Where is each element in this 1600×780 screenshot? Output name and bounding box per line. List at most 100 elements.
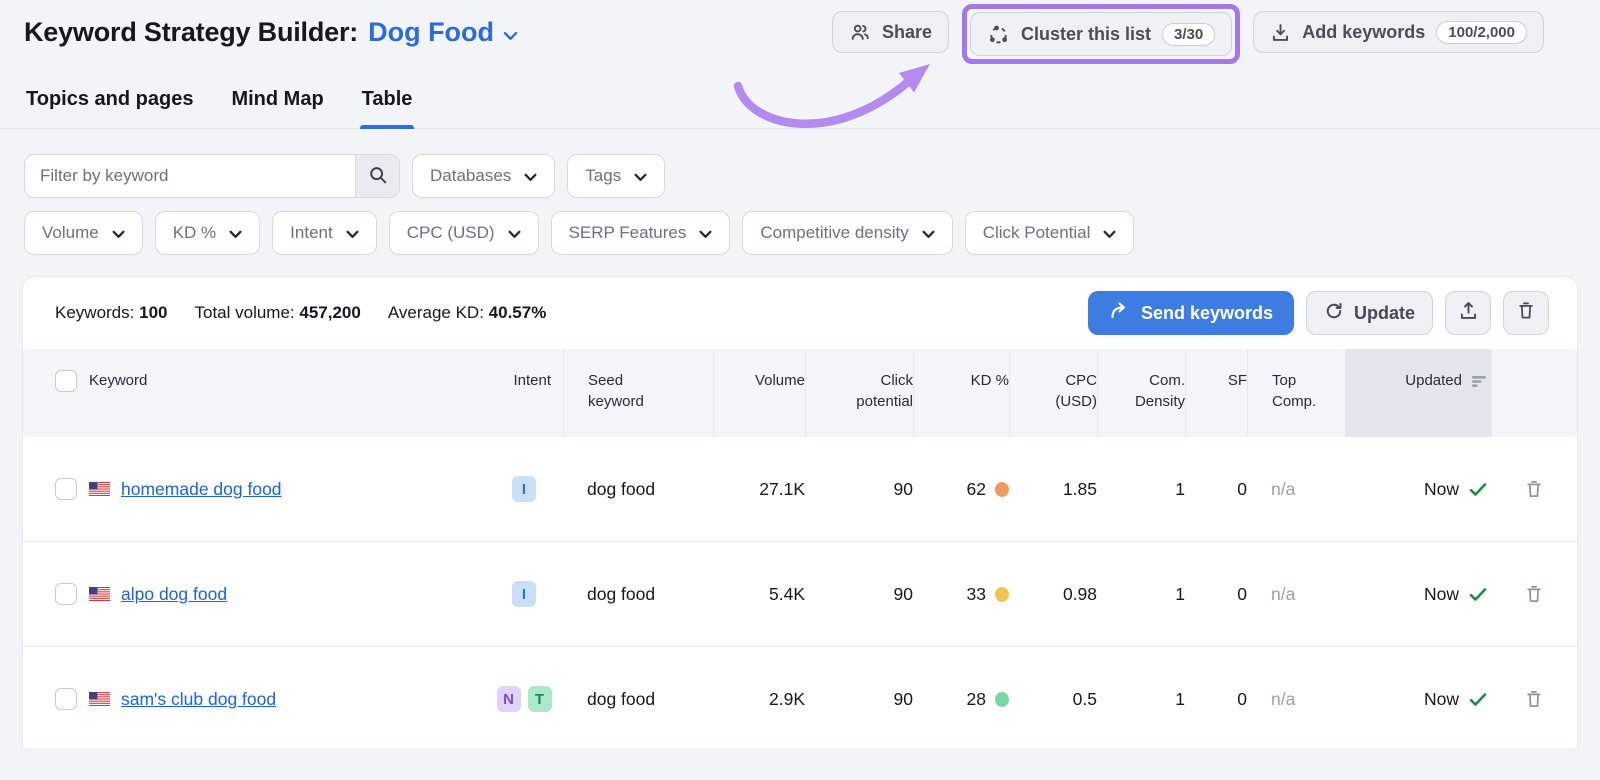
tab-topics-and-pages[interactable]: Topics and pages [26,88,194,110]
col-header-seed-keyword[interactable]: Seed keyword [563,349,713,437]
table-row: homemade dog food I dog food 27.1K 90 62… [23,437,1577,542]
add-keywords-button[interactable]: Add keywords 100/2,000 [1253,11,1544,53]
row-checkbox[interactable] [55,688,77,710]
cluster-highlight-box: Cluster this list 3/30 [962,4,1241,64]
col-header-kd[interactable]: KD % [913,349,1009,437]
databases-dropdown[interactable]: Databases [412,154,556,198]
col-header-com-density[interactable]: Com. Density [1097,349,1185,437]
top-comp-value: n/a [1271,478,1296,499]
filter-chip-row: Volume KD % Intent CPC (USD) SERP Featur… [24,211,1576,255]
keyword-link[interactable]: sam's club dog food [121,688,277,709]
col-header-cpc[interactable]: CPC (USD) [1009,349,1097,437]
filter-chip-label: SERP Features [568,223,687,242]
search-button[interactable] [355,155,399,197]
delete-list-button[interactable] [1503,291,1549,335]
row-checkbox[interactable] [55,478,77,500]
send-keywords-label: Send keywords [1140,302,1273,323]
send-arrow-icon [1109,300,1130,326]
page-title-text: Keyword Strategy Builder: [24,17,359,47]
keyword-filter-input[interactable] [25,155,355,197]
keyword-link[interactable]: homemade dog food [121,478,282,499]
add-keywords-count-badge: 100/2,000 [1436,20,1527,44]
filter-chip-intent[interactable]: Intent [272,211,377,255]
top-comp-value: n/a [1271,688,1296,709]
row-checkbox[interactable] [55,583,77,605]
filter-chip-cpc-usd-[interactable]: CPC (USD) [388,211,539,255]
table-header-row: Keyword Intent Seed keyword Volume Click… [23,349,1577,437]
project-picker[interactable]: Dog Food [368,17,518,48]
summary-actions: Send keywords Update [1087,291,1549,335]
updated-value: Now [1423,478,1459,499]
table-body: homemade dog food I dog food 27.1K 90 62… [23,437,1577,748]
sort-descending-icon [1471,373,1487,394]
select-all-checkbox[interactable] [55,370,77,392]
top-comp-value: n/a [1271,583,1296,604]
tags-dropdown[interactable]: Tags [567,154,666,198]
filter-chip-volume[interactable]: Volume [24,211,143,255]
updated-value: Now [1423,688,1459,709]
filter-chip-label: Click Potential [982,223,1091,242]
updated-header-label: Updated [1405,372,1462,389]
send-keywords-button[interactable]: Send keywords [1087,291,1294,335]
keyword-link[interactable]: alpo dog food [121,583,228,604]
us-flag-icon [89,587,110,601]
cpc-value: 0.5 [1072,688,1097,709]
chevron-down-icon [699,230,712,239]
col-header-sf[interactable]: SF [1185,349,1247,437]
cpc-value: 0.98 [1062,583,1097,604]
col-header-updated[interactable]: Updated [1345,349,1491,437]
intent-badge-i: I [512,581,536,607]
filter-chip-kd-[interactable]: KD % [154,211,261,255]
kd-value: 33 [966,583,986,604]
volume-value: 5.4K [769,583,805,604]
cluster-icon [987,23,1010,46]
intent-badge-t: T [527,686,552,712]
seed-keyword-value: dog food [587,478,656,499]
tab-table[interactable]: Table [359,78,415,129]
click-potential-value: 90 [893,688,913,709]
kd-difficulty-dot [995,481,1009,497]
export-button[interactable] [1445,291,1491,335]
top-bar: Keyword Strategy Builder: Dog Food Share [0,0,1600,64]
tab-mind-map[interactable]: Mind Map [231,88,324,110]
keywords-table-card: Keywords: 100 Total volume: 457,200 Aver… [22,276,1578,748]
row-delete-button[interactable] [1520,684,1548,714]
row-delete-button[interactable] [1520,579,1548,609]
click-potential-value: 90 [893,583,913,604]
filter-chip-competitive-density[interactable]: Competitive density [742,211,953,255]
share-button[interactable]: Share [831,11,949,53]
filter-chip-click-potential[interactable]: Click Potential [964,211,1135,255]
cluster-this-list-button[interactable]: Cluster this list 3/30 [970,12,1233,56]
sf-value: 0 [1237,478,1247,499]
col-header-top-comp[interactable]: Top Comp. [1247,349,1345,437]
intent-badge-n: N [496,686,521,712]
project-name: Dog Food [368,17,495,47]
row-delete-button[interactable] [1520,474,1548,504]
filters-area: Databases Tags Volume KD % Intent CP [0,154,1600,255]
update-button[interactable]: Update [1305,291,1433,335]
export-up-icon [1458,300,1479,326]
tags-label: Tags [585,166,622,185]
filter-chip-serp-features[interactable]: SERP Features [550,211,731,255]
import-down-icon [1270,22,1291,43]
col-header-volume[interactable]: Volume [713,349,805,437]
check-icon [1469,587,1487,602]
col-header-click-potential[interactable]: Click potential [805,349,913,437]
share-label: Share [881,21,932,42]
sf-value: 0 [1237,688,1247,709]
kd-value: 28 [966,688,986,709]
databases-label: Databases [430,166,512,185]
chevron-down-icon [503,17,518,48]
intent-badges: I [485,476,563,502]
us-flag-icon [89,692,110,706]
col-header-intent[interactable]: Intent [513,372,551,389]
seed-keyword-value: dog food [587,688,656,709]
search-icon [368,165,388,188]
filter-chip-label: Competitive density [760,223,909,242]
chevron-down-icon [508,230,521,239]
cluster-label: Cluster this list [1021,23,1152,44]
click-potential-value: 90 [893,478,913,499]
col-header-keyword[interactable]: Keyword [89,372,148,389]
